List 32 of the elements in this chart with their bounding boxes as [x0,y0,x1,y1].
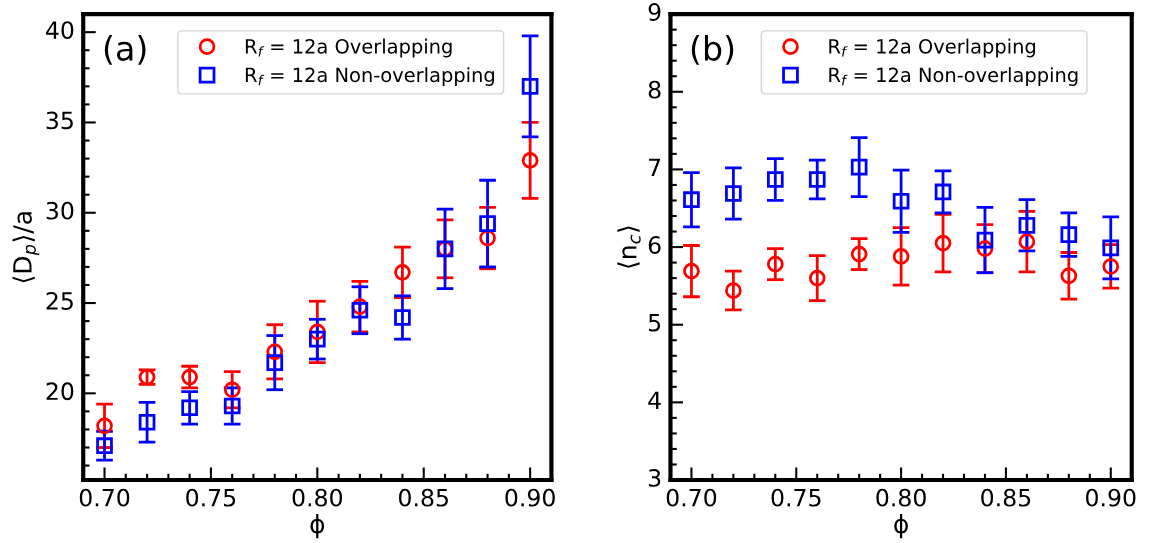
annotation: (a) [104,35,146,65]
y-tick-label: 3 [648,469,661,487]
x-tick-label: 0.90 [1086,488,1136,507]
x-tick-label: 0.85 [399,488,448,507]
y-axis-title: ⟨D$_{p}$⟩/a [12,212,40,283]
legend-label: R$_{f}$ = 12a Non-overlapping [829,67,1078,87]
y-tick-label: 35 [46,111,73,130]
y-tick-label: 30 [46,201,74,220]
y-tick-label: 8 [648,80,661,99]
legend-label: R$_{f}$ = 12a Overlapping [829,38,1036,58]
x-tick-label: 0.80 [876,488,926,507]
x-tick-label: 0.75 [186,488,236,507]
legend-label: R$_{f}$ = 12a Non-overlapping [245,67,494,87]
y-tick-label: 25 [46,292,73,310]
y-tick-label: 5 [648,314,661,332]
y-tick-label: 6 [648,236,661,254]
x-tick-label: 0.85 [981,488,1031,507]
y-axis-title: ⟨n$_{c}$⟩ [617,226,641,268]
x-axis-title: ϕ [310,513,325,539]
x-tick-label: 0.70 [666,488,717,507]
y-tick-label: 4 [648,391,661,409]
x-tick-label: 0.90 [505,488,555,507]
annotation: (b) [691,35,734,65]
x-tick-label: 0.80 [292,488,343,507]
legend-label: R$_{f}$ = 12a Overlapping [245,38,452,58]
y-tick-label: 9 [648,3,661,21]
x-tick-label: 0.70 [79,488,130,507]
x-tick-label: 0.75 [771,488,821,507]
y-tick-label: 7 [649,158,661,176]
y-tick-label: 40 [46,21,74,40]
y-tick-label: 20 [46,382,74,401]
x-axis-title: ϕ [894,513,908,539]
